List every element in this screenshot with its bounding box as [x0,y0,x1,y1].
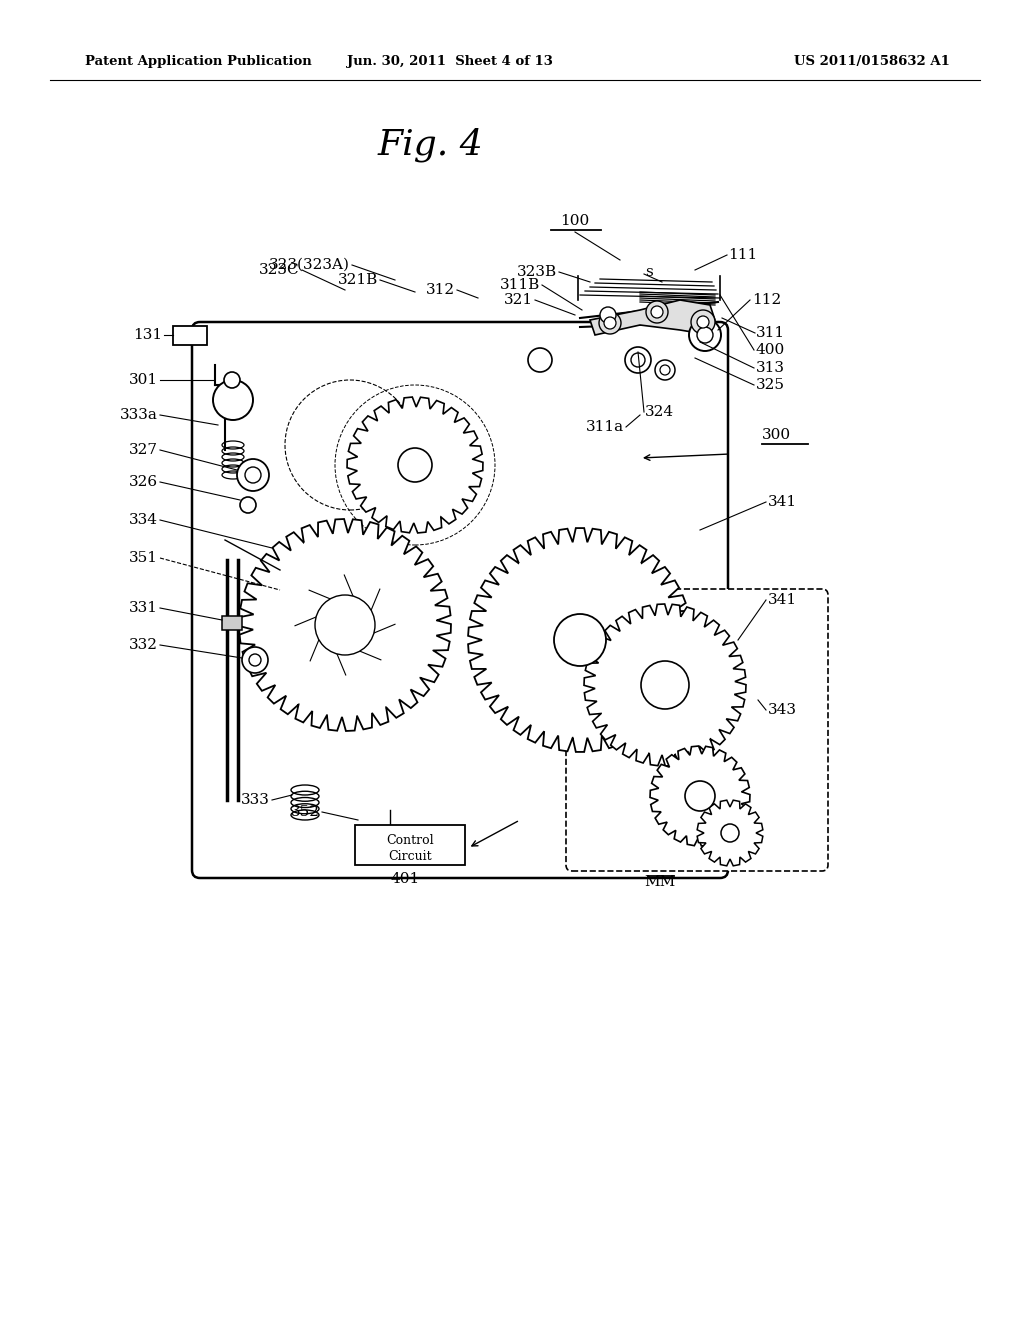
Circle shape [249,653,261,667]
Text: 325: 325 [756,378,785,392]
Text: 100: 100 [560,214,590,228]
Circle shape [691,310,715,334]
Circle shape [240,498,256,513]
Text: 312: 312 [426,282,455,297]
Text: 326: 326 [129,475,158,488]
Text: 332: 332 [129,638,158,652]
Circle shape [721,824,739,842]
Text: 323C: 323C [259,263,300,277]
Circle shape [646,301,668,323]
Bar [355,825,465,865]
Text: 341: 341 [768,593,797,607]
Text: 323(323A): 323(323A) [269,257,350,272]
Text: 400: 400 [756,343,785,356]
Text: 112: 112 [752,293,781,308]
Circle shape [528,348,552,372]
Text: 327: 327 [129,444,158,457]
Text: 313: 313 [756,360,785,375]
Circle shape [213,380,253,420]
Polygon shape [468,528,692,752]
Text: Jun. 30, 2011  Sheet 4 of 13: Jun. 30, 2011 Sheet 4 of 13 [347,55,553,69]
FancyBboxPatch shape [193,322,728,878]
Circle shape [697,327,713,343]
Text: 311B: 311B [500,279,540,292]
Polygon shape [590,300,715,335]
Text: 111: 111 [728,248,758,261]
Circle shape [625,347,651,374]
Bar [173,326,207,345]
Text: 131: 131 [133,327,162,342]
Text: 343: 343 [768,704,797,717]
Text: 352: 352 [291,805,319,818]
Circle shape [224,372,240,388]
Text: 323B: 323B [517,265,557,279]
Text: 333: 333 [241,793,270,807]
Text: 333a: 333a [120,408,158,422]
Text: 351: 351 [129,550,158,565]
Circle shape [599,312,621,334]
Polygon shape [650,746,750,846]
Text: 324: 324 [645,405,674,418]
Text: 401: 401 [390,873,420,886]
Circle shape [600,308,616,323]
Circle shape [317,597,373,653]
Circle shape [689,319,721,351]
Text: 311a: 311a [586,420,624,434]
Text: US 2011/0158632 A1: US 2011/0158632 A1 [795,55,950,69]
Text: MM: MM [644,875,676,888]
Text: Control: Control [386,834,434,847]
FancyBboxPatch shape [566,589,828,871]
Text: Circuit: Circuit [388,850,432,863]
Circle shape [315,595,375,655]
Text: 311: 311 [756,326,785,341]
Circle shape [631,352,645,367]
Text: 321: 321 [504,293,534,308]
Text: 321B: 321B [338,273,378,286]
Circle shape [641,661,689,709]
Circle shape [242,647,268,673]
Bar [222,616,242,630]
Text: 331: 331 [129,601,158,615]
Circle shape [604,317,616,329]
Circle shape [697,315,709,327]
Circle shape [651,306,663,318]
Text: 301: 301 [129,374,158,387]
Polygon shape [697,800,763,866]
Text: 334: 334 [129,513,158,527]
Circle shape [245,467,261,483]
Text: Fig. 4: Fig. 4 [377,128,483,162]
Circle shape [660,366,670,375]
Text: 341: 341 [768,495,797,510]
Circle shape [554,614,606,667]
Circle shape [685,781,715,810]
Circle shape [398,447,432,482]
Circle shape [237,459,269,491]
Text: 300: 300 [762,428,792,442]
Polygon shape [347,397,483,533]
Circle shape [655,360,675,380]
Polygon shape [239,519,451,731]
Text: s: s [645,265,652,279]
Polygon shape [584,605,746,766]
Text: Patent Application Publication: Patent Application Publication [85,55,311,69]
